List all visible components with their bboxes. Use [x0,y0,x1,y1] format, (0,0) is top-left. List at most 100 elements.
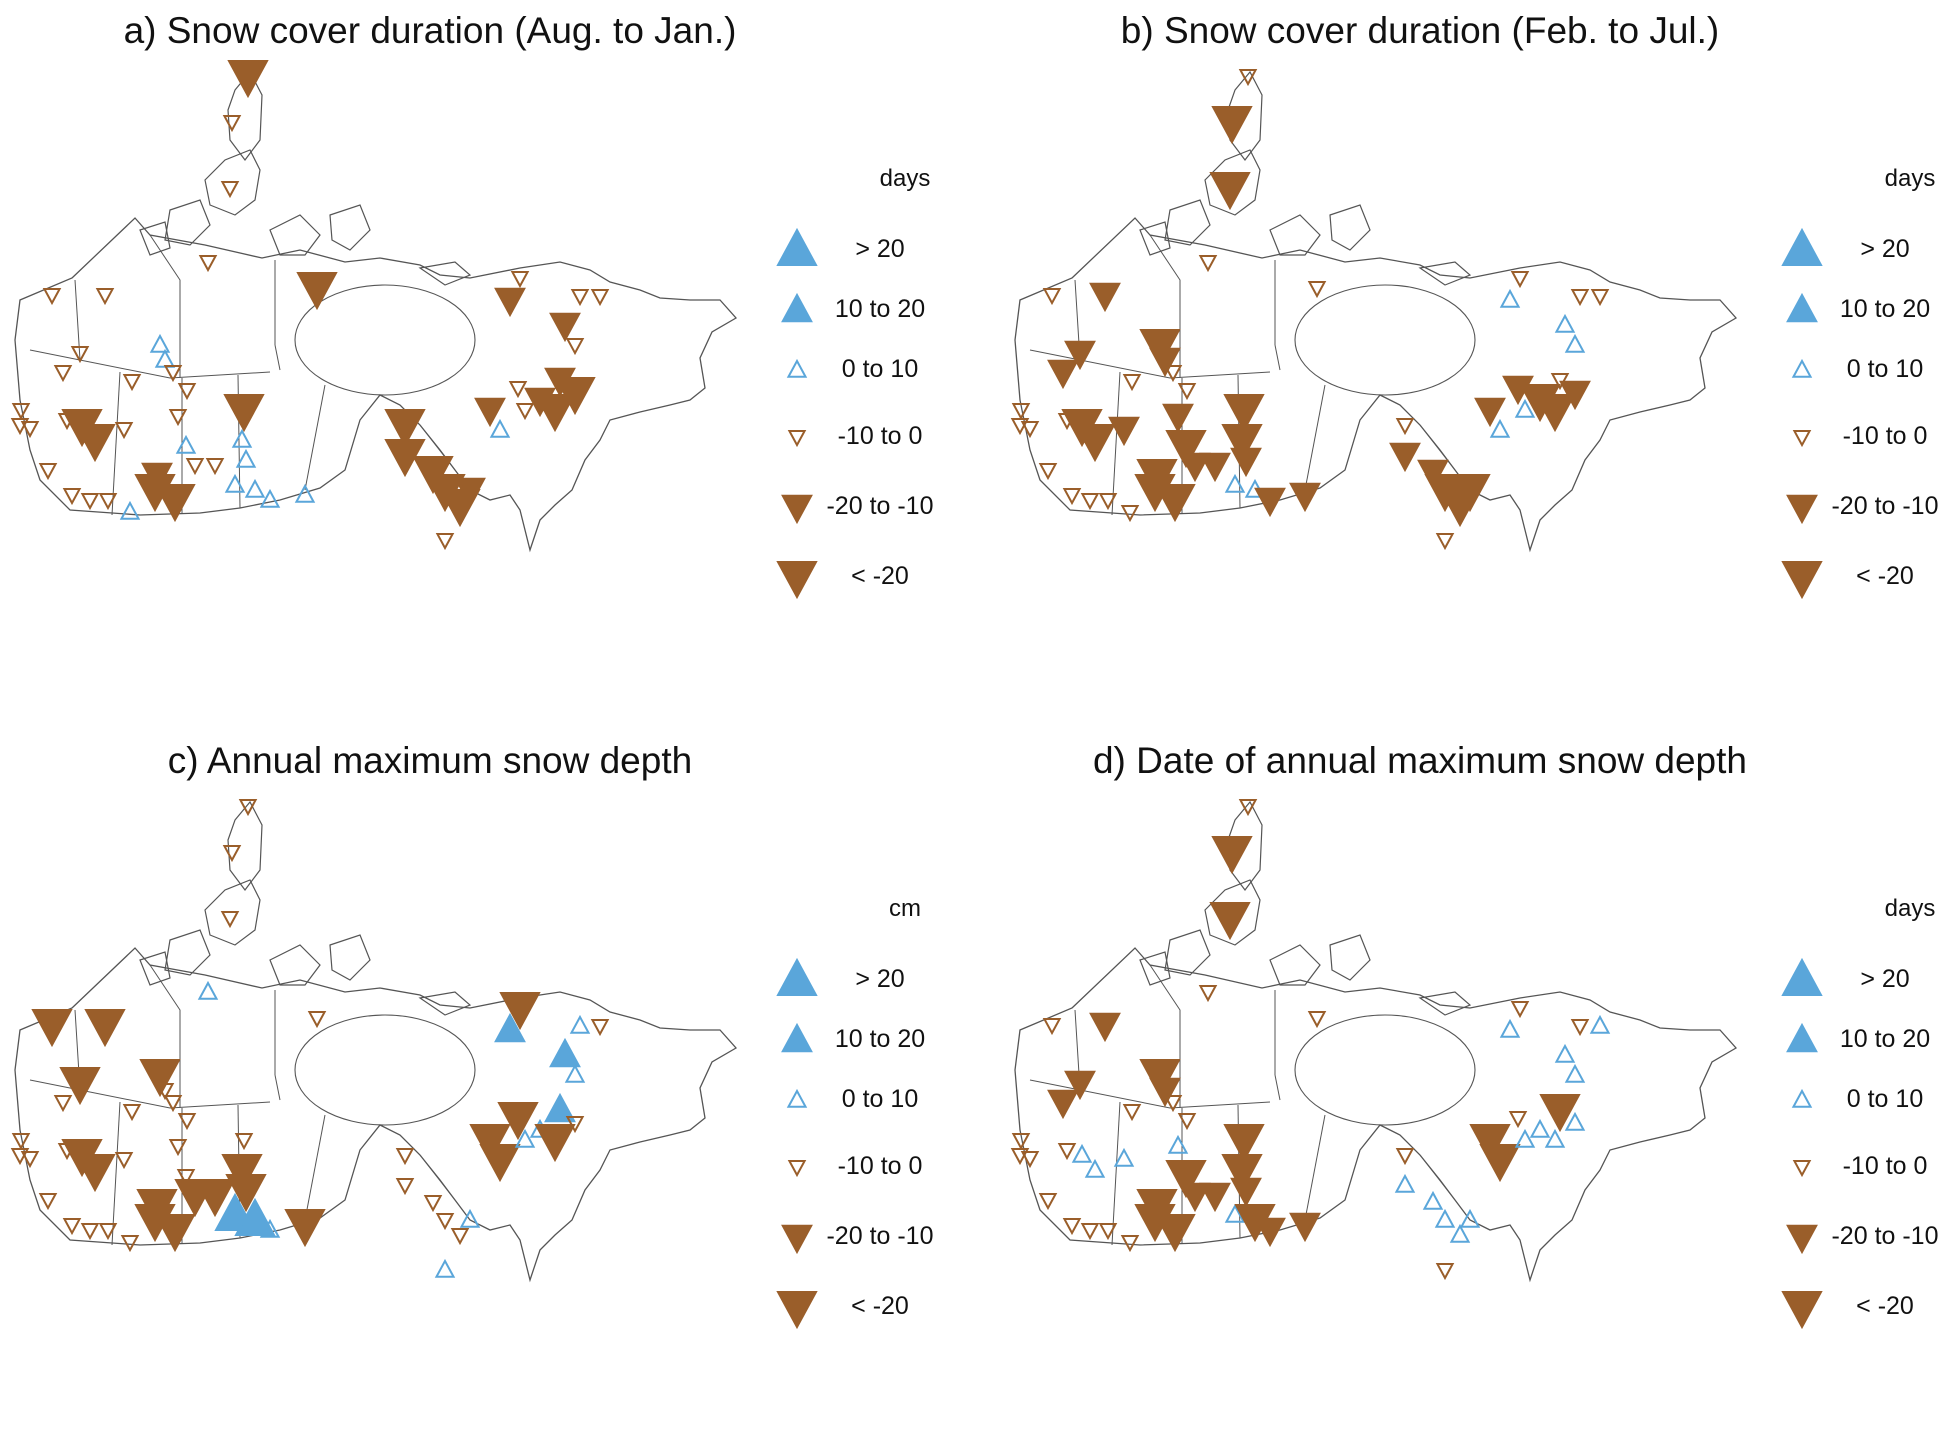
station-decrease-marker [74,424,116,463]
station-decrease-marker [284,1209,326,1248]
station-decrease-marker [1177,383,1197,401]
station-decrease-marker [515,403,535,421]
station-increase-marker [514,1128,536,1148]
legend-item-m20tom10: -20 to -10 [1765,482,1955,532]
province-border [274,344,281,371]
station-decrease-marker [1011,1133,1031,1151]
station-decrease-marker [238,799,258,817]
station-decrease-marker [1120,505,1140,523]
station-decrease-marker [1042,1018,1062,1036]
medium-up-triangle-icon [781,292,813,323]
province-border [1111,1101,1121,1246]
legend-item-m20tom10: -20 to -10 [760,1212,960,1262]
station-decrease-marker [42,288,62,306]
station-decrease-marker [1510,271,1530,289]
station-decrease-marker [1417,459,1449,490]
station-decrease-marker [1047,359,1079,390]
station-decrease-marker [497,1102,539,1141]
basemap [1014,800,1738,1283]
station-increase-marker [1167,1134,1189,1154]
station-decrease-marker [1149,347,1181,378]
basemap [14,70,738,553]
legend-symbol [787,1160,807,1178]
legend-label: > 20 [855,235,905,263]
station-increase-marker [294,483,316,503]
station-increase-marker [1529,1118,1551,1138]
station-decrease-marker [227,60,269,99]
island-outline [269,214,321,256]
legend-symbol [1786,1022,1818,1053]
legend-label: > 20 [855,965,905,993]
station-decrease-marker [1199,452,1231,483]
station-decrease-marker [474,397,506,428]
station-decrease-marker [74,1154,116,1193]
station-decrease-marker [59,1067,101,1106]
station-increase-marker [1514,1128,1536,1148]
station-decrease-marker [194,1179,236,1218]
island-outline [1329,204,1371,251]
island-outline [139,951,171,986]
small-down-triangle-icon [1792,1160,1812,1178]
large-down-triangle-icon [776,561,818,600]
station-increase-marker [1564,1111,1586,1131]
station-decrease-marker [155,1083,175,1101]
small-down-triangle-icon [1792,430,1812,448]
station-increase-marker [1449,1223,1471,1243]
station-decrease-marker [1508,1111,1528,1129]
island-outline [204,149,261,216]
station-increase-marker [1084,1158,1106,1178]
panel-title: c) Annual maximum snow depth [167,740,693,781]
station-decrease-marker [62,1218,82,1236]
station-increase-marker [259,1218,281,1238]
station-decrease-marker [590,1019,610,1037]
station-decrease-marker [139,1059,181,1098]
station-decrease-marker [176,1169,196,1187]
station-decrease-marker [479,1144,521,1183]
station-decrease-marker [1098,493,1118,511]
island-outline [1139,951,1171,986]
station-increase-marker [1554,1043,1576,1063]
station-decrease-marker [1108,416,1140,447]
province-border [1419,424,1456,471]
station-increase-marker [434,1258,456,1278]
legend-item-gt20: > 20 [1765,955,1955,1005]
legend-symbol [786,1088,808,1108]
legend-item-gt20: > 20 [760,955,960,1005]
panel-a: a) Snow cover duration (Aug. to Jan.) da… [0,0,977,721]
legend-unit: days [1884,895,1936,922]
island-outline [164,199,211,246]
panel-title: b) Snow cover duration (Feb. to Jul.) [1120,10,1720,51]
station-decrease-marker [1395,418,1415,436]
station-decrease-marker [1307,281,1327,299]
station-increase-marker [549,1037,581,1068]
legend-unit: cm [889,895,921,922]
legend-symbol [1786,1224,1818,1255]
station-decrease-marker [1139,329,1181,368]
legend-label: 10 to 20 [1839,295,1931,323]
legend-symbol [776,561,818,600]
station-decrease-marker [549,312,581,343]
station-increase-marker [1554,313,1576,333]
station-increase-marker [1434,1208,1456,1228]
station-decrease-marker [508,381,528,399]
small-down-triangle-icon [787,1160,807,1178]
legend-symbol [1781,227,1823,266]
station-decrease-marker [1162,403,1194,434]
station-increase-marker [1514,398,1536,418]
station-decrease-marker [20,421,40,439]
country-outline [1014,947,1738,1283]
station-decrease-marker [384,409,426,448]
station-decrease-marker [1221,1154,1263,1193]
station-decrease-marker [1474,397,1506,428]
legend-label: 0 to 10 [841,1085,919,1113]
island-outline [1269,944,1321,986]
island-outline [1418,261,1472,286]
station-decrease-marker [1395,1148,1415,1166]
station-decrease-marker [1198,985,1218,1003]
station-decrease-marker [98,493,118,511]
small-up-triangle-icon [786,1088,808,1108]
station-decrease-marker [31,1009,73,1048]
station-decrease-marker [1010,418,1030,436]
station-decrease-marker [1064,340,1096,371]
legend-symbol [781,1224,813,1255]
